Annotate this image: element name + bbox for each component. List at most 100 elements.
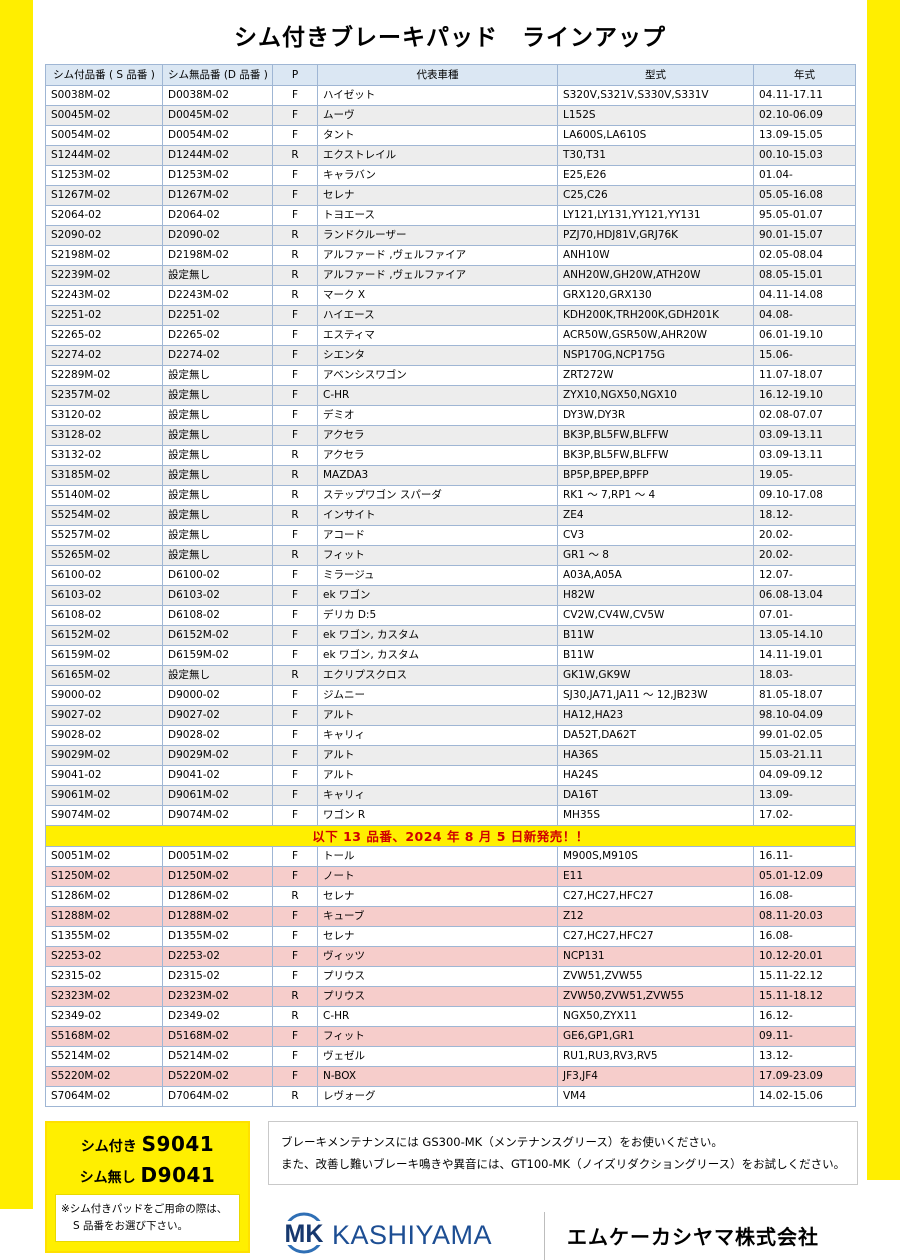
cell-noshim-part-number: 設定無し xyxy=(162,385,273,406)
table-row: S2274-02 D2274-02 F シエンタ NSP170G,NCP175G 15.0… xyxy=(45,345,856,366)
cell-noshim-part-number: D9000-02 xyxy=(162,685,273,706)
cell-shim-part-number: S1286M-02 xyxy=(45,886,163,907)
table-row: S3185M-02 設定無し R MAZDA3 BP5P,BPEP,BPFP 19.05- xyxy=(45,465,856,486)
cell-position: F xyxy=(272,645,318,666)
cell-vehicle-name: アルファード ,ヴェルファイア xyxy=(317,265,558,286)
cell-position: R xyxy=(272,665,318,686)
table-row: S2289M-02 設定無し F アベンシスワゴン ZRT272W 11.07-18.07 xyxy=(45,365,856,386)
cell-position: R xyxy=(272,145,318,166)
cell-shim-part-number: S1267M-02 xyxy=(45,185,163,206)
cell-noshim-part-number: 設定無し xyxy=(162,465,273,486)
cell-vehicle-name: ヴィッツ xyxy=(317,946,558,967)
table-row: S0045M-02 D0045M-02 F ムーヴ L152S 02.10-06.09 xyxy=(45,105,856,126)
cell-position: F xyxy=(272,425,318,446)
cell-vehicle-name: ek ワゴン, カスタム xyxy=(317,645,558,666)
cell-position: R xyxy=(272,225,318,246)
cell-year: 16.11- xyxy=(753,846,856,867)
cell-shim-part-number: S2289M-02 xyxy=(45,365,163,386)
cell-shim-part-number: S2274-02 xyxy=(45,345,163,366)
table-row: S2253-02 D2253-02 F ヴィッツ NCP131 10.12-20.01 xyxy=(45,946,856,967)
logo-wordmark: KASHIYAMA xyxy=(332,1220,493,1250)
cell-position: F xyxy=(272,125,318,146)
cell-position: F xyxy=(272,1026,318,1047)
table-row: S5257M-02 設定無し F アコード CV3 20.02- xyxy=(45,525,856,546)
cell-vehicle-name: セレナ xyxy=(317,886,558,907)
new-release-banner-text: 以下 13 品番、2024 年 8 月 5 日新発売！！ xyxy=(45,825,856,847)
cell-year: 04.08- xyxy=(753,305,856,326)
cell-shim-part-number: S5254M-02 xyxy=(45,505,163,526)
cell-position: F xyxy=(272,765,318,786)
table-row: S9061M-02 D9061M-02 F キャリィ DA16T 13.09- xyxy=(45,785,856,806)
cell-year: 16.12- xyxy=(753,1006,856,1027)
table-row: S2198M-02 D2198M-02 R アルファード ,ヴェルファイア ANH10W… xyxy=(45,245,856,266)
table-row: S1267M-02 D1267M-02 F セレナ C25,C26 05.05-16.08 xyxy=(45,185,856,206)
cell-year: 13.05-14.10 xyxy=(753,625,856,646)
cell-shim-part-number: S3185M-02 xyxy=(45,465,163,486)
cell-noshim-part-number: D9028-02 xyxy=(162,725,273,746)
cell-model-code: HA24S xyxy=(557,765,754,786)
table-row: S1355M-02 D1355M-02 F セレナ C27,HC27,HFC27 16.0… xyxy=(45,926,856,947)
cell-year: 03.09-13.11 xyxy=(753,445,856,466)
cell-noshim-part-number: D6100-02 xyxy=(162,565,273,586)
cell-model-code: L152S xyxy=(557,105,754,126)
cell-noshim-part-number: D2315-02 xyxy=(162,966,273,987)
cell-position: R xyxy=(272,445,318,466)
new-release-banner-row: 以下 13 品番、2024 年 8 月 5 日新発売！！ xyxy=(45,825,856,847)
cell-noshim-part-number: D2198M-02 xyxy=(162,245,273,266)
cell-position: F xyxy=(272,325,318,346)
cell-year: 03.09-13.11 xyxy=(753,425,856,446)
cell-year: 14.02-15.06 xyxy=(753,1086,856,1107)
cell-vehicle-name: MAZDA3 xyxy=(317,465,558,486)
table-row: S1286M-02 D1286M-02 R セレナ C27,HC27,HFC27 16.0… xyxy=(45,886,856,907)
cell-vehicle-name: ハイゼット xyxy=(317,85,558,106)
cell-shim-part-number: S2090-02 xyxy=(45,225,163,246)
cell-shim-part-number: S3128-02 xyxy=(45,425,163,446)
cell-model-code: GE6,GP1,GR1 xyxy=(557,1026,754,1047)
cell-position: F xyxy=(272,785,318,806)
cell-model-code: NCP131 xyxy=(557,946,754,967)
cell-vehicle-name: フィット xyxy=(317,545,558,566)
cell-shim-part-number: S6165M-02 xyxy=(45,665,163,686)
column-header-model-code: 型式 xyxy=(557,64,754,86)
cell-vehicle-name: N-BOX xyxy=(317,1066,558,1087)
cell-noshim-part-number: D6152M-02 xyxy=(162,625,273,646)
cell-noshim-part-number: D5220M-02 xyxy=(162,1066,273,1087)
cell-noshim-part-number: D6159M-02 xyxy=(162,645,273,666)
cell-vehicle-name: エスティマ xyxy=(317,325,558,346)
table-header-row: シム付品番 ( S 品番 ) シム無品番 (D 品番 ) P 代表車種 型式 年… xyxy=(45,64,856,86)
cell-model-code: C27,HC27,HFC27 xyxy=(557,886,754,907)
cell-position: F xyxy=(272,605,318,626)
brand-bar: MK KASHIYAMA エムケーカシヤマ株式会社 xyxy=(268,1211,858,1260)
cell-model-code: S320V,S321V,S330V,S331V xyxy=(557,85,754,106)
cell-noshim-part-number: D7064M-02 xyxy=(162,1086,273,1107)
cell-model-code: B11W xyxy=(557,625,754,646)
cell-year: 17.02- xyxy=(753,805,856,826)
cell-noshim-part-number: D2274-02 xyxy=(162,345,273,366)
cell-model-code: ZVW50,ZVW51,ZVW55 xyxy=(557,986,754,1007)
cell-noshim-part-number: 設定無し xyxy=(162,425,273,446)
cell-position: F xyxy=(272,926,318,947)
cell-model-code: ZYX10,NGX50,NGX10 xyxy=(557,385,754,406)
cell-model-code: A03A,A05A xyxy=(557,565,754,586)
cell-position: F xyxy=(272,846,318,867)
callout-with-shim-part: S9041 xyxy=(141,1132,215,1156)
cell-noshim-part-number: D2323M-02 xyxy=(162,986,273,1007)
callout-with-shim-label: シム付き xyxy=(80,1139,137,1155)
cell-noshim-part-number: D2243M-02 xyxy=(162,285,273,306)
grease-note-line-2: また、改善し難いブレーキ鳴きや異音には、GT100-MK（ノイズリダクショングリ… xyxy=(281,1157,846,1171)
table-row: S0038M-02 D0038M-02 F ハイゼット S320V,S321V,S330… xyxy=(45,85,856,106)
table-row: S6108-02 D6108-02 F デリカ D:5 CV2W,CV4W,CV5W 07… xyxy=(45,605,856,626)
mk-logo-icon: MK xyxy=(278,1211,330,1260)
cell-model-code: H82W xyxy=(557,585,754,606)
cell-year: 02.08-07.07 xyxy=(753,405,856,426)
cell-noshim-part-number: D1355M-02 xyxy=(162,926,273,947)
cell-year: 08.05-15.01 xyxy=(753,265,856,286)
cell-shim-part-number: S6100-02 xyxy=(45,565,163,586)
cell-year: 00.10-15.03 xyxy=(753,145,856,166)
cell-shim-part-number: S2243M-02 xyxy=(45,285,163,306)
cell-model-code: BP5P,BPEP,BPFP xyxy=(557,465,754,486)
cell-noshim-part-number: D1250M-02 xyxy=(162,866,273,887)
cell-model-code: ZRT272W xyxy=(557,365,754,386)
cell-shim-part-number: S3132-02 xyxy=(45,445,163,466)
